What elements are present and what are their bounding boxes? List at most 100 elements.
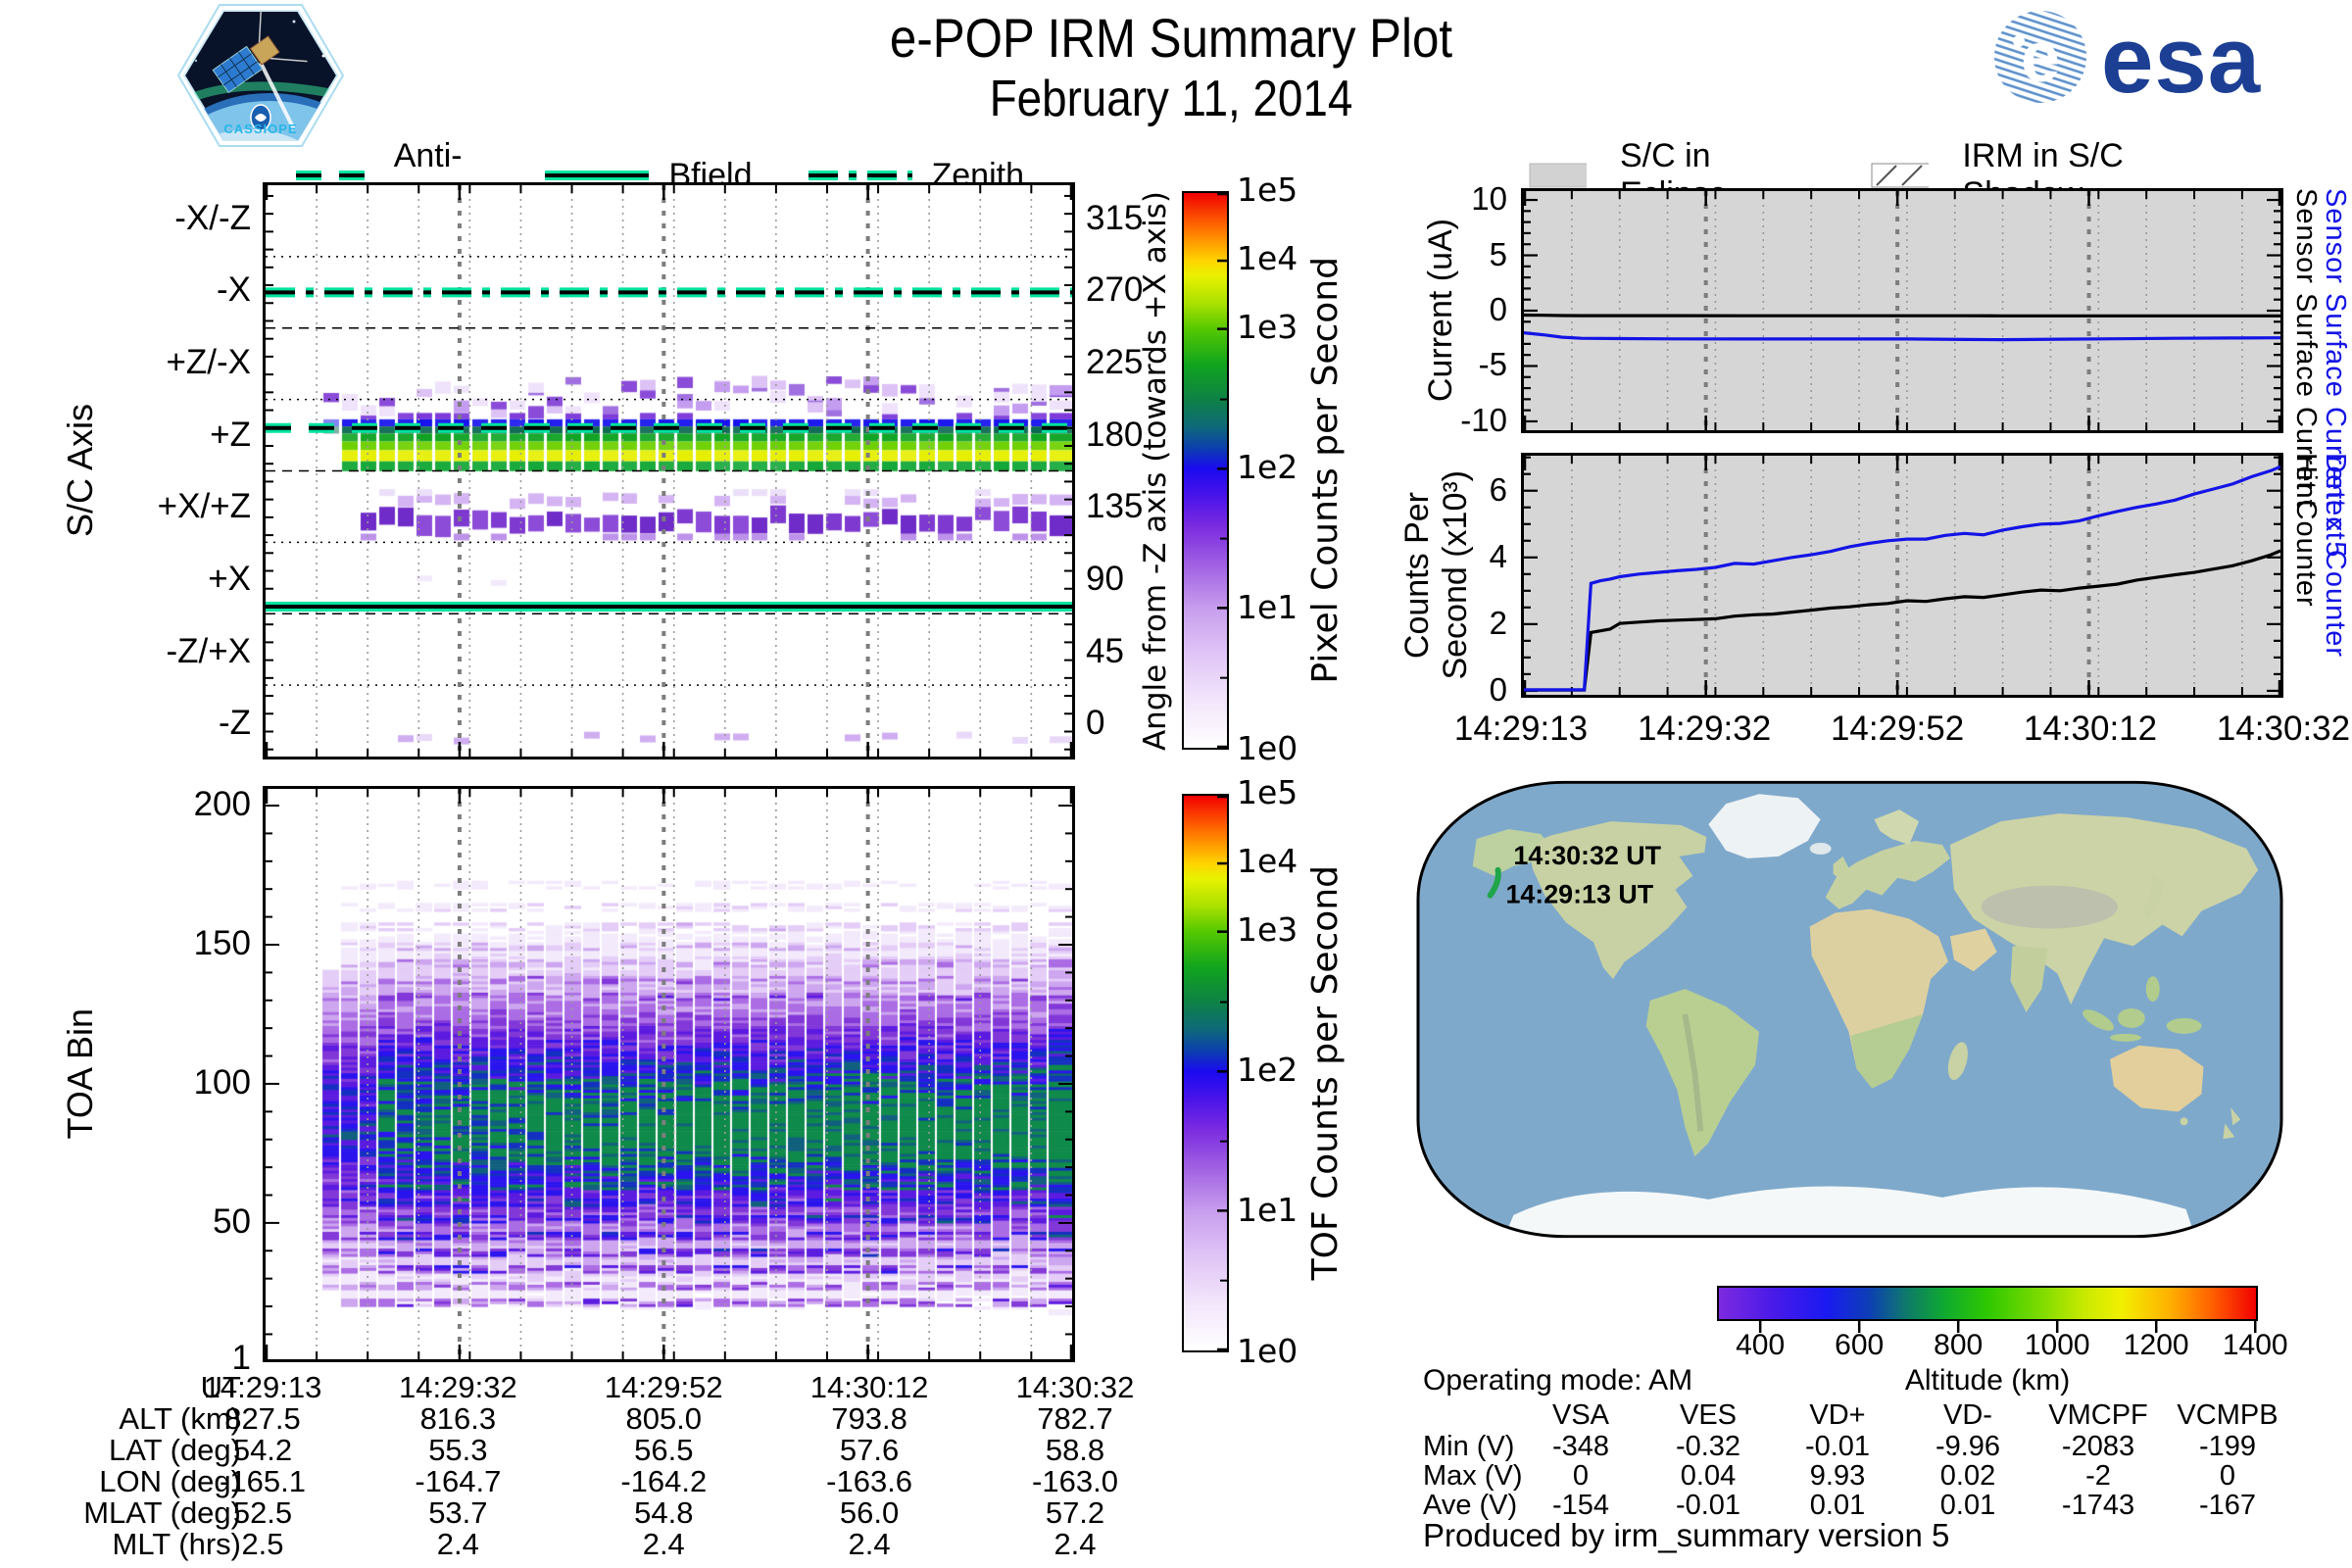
volt-col-header: VMCPF <box>2048 1399 2148 1431</box>
time-tick-label: 14:29:13 <box>1453 710 1589 748</box>
ephem-value: 54.8 <box>634 1495 694 1530</box>
sc-axis-category-label: +Z <box>210 415 251 454</box>
ephem-value: 805.0 <box>625 1401 703 1436</box>
satellite-ground-track <box>1487 866 1501 899</box>
series-hit-counter <box>1524 549 2280 692</box>
altitude-colorbar <box>1717 1286 2258 1321</box>
map-time-label-start: 14:29:13 UT <box>1505 880 1653 909</box>
colorbar-tick-label: 1e1 <box>1237 588 1298 627</box>
esa-globe-icon <box>1994 11 2086 103</box>
sensor-current-plot <box>1521 188 2283 433</box>
volt-value: 0.01 <box>1809 1490 1866 1521</box>
volt-row-label: Max (V) <box>1423 1460 1523 1492</box>
toa-tick-label: 1 <box>231 1339 251 1377</box>
alt-tick-label: 1200 <box>2123 1329 2189 1361</box>
map-frame <box>1416 780 2283 1239</box>
volt-col-header: VCMPB <box>2177 1399 2278 1431</box>
altitude-colorbar-title: Altitude (km) <box>1904 1364 2071 1396</box>
ephem-value: 58.8 <box>1045 1433 1105 1467</box>
toa-ylabel: TOA Bin <box>60 1008 100 1140</box>
ephem-value: 52.5 <box>232 1495 293 1530</box>
sc-axis-category-label: +X/+Z <box>157 487 251 526</box>
ephem-value: 57.6 <box>839 1433 900 1467</box>
alt-tick-label: 1400 <box>2222 1329 2288 1361</box>
alt-tick-label: 400 <box>1736 1329 1786 1361</box>
alt-tick-label: 800 <box>1934 1329 1984 1361</box>
sc-axis-heatmap-plot <box>263 182 1075 760</box>
volt-value: -9.96 <box>1935 1431 2001 1462</box>
produced-by-text: Produced by irm_summary version 5 <box>1423 1517 1950 1553</box>
series-sensor-surface-current <box>1524 313 2280 318</box>
volt-row-label: Min (V) <box>1423 1431 1515 1462</box>
ephem-value: 14:29:52 <box>604 1370 723 1404</box>
colorbar-tick-label: 1e3 <box>1237 909 1298 949</box>
ephem-value: 2.4 <box>848 1527 891 1561</box>
ephem-value: 2.4 <box>1054 1527 1097 1561</box>
counts-ylabel-line1: Counts Per <box>1398 491 1436 660</box>
angle-tick-label: 135 <box>1086 487 1144 526</box>
angle-tick-label: 180 <box>1086 415 1144 454</box>
page-title: e-POP IRM Summary Plot <box>889 7 1453 69</box>
sc-axis-category-label: -X/-Z <box>174 198 251 237</box>
angle-tick-label: 270 <box>1086 270 1144 310</box>
ephem-row-label: ALT (km) <box>119 1401 241 1436</box>
counter-rates-plot <box>1521 453 2283 698</box>
ephem-value: 53.7 <box>428 1495 488 1530</box>
sc-axis-category-label: -X <box>217 270 251 310</box>
toa-ylabel-wrap: TOA Bin <box>59 786 102 1362</box>
ephem-value: -163.0 <box>1032 1464 1118 1498</box>
volt-value: -167 <box>2198 1490 2257 1521</box>
colorbar-tick-label: 1e5 <box>1237 773 1298 811</box>
colorbar-tick-label: 1e2 <box>1237 1051 1298 1090</box>
y-tick-label: 5 <box>1489 235 1507 272</box>
ephem-value: 14:30:32 <box>1015 1370 1135 1404</box>
ephem-value: 782.7 <box>1037 1401 1113 1436</box>
esa-wordmark: esa <box>2101 8 2261 108</box>
colorbar-tick-label: 1e0 <box>1237 729 1298 767</box>
volt-value: -1743 <box>2061 1490 2135 1521</box>
toa-tick-label: 100 <box>193 1062 251 1102</box>
volt-value: -2 <box>2085 1460 2111 1492</box>
ephem-value: 14:29:13 <box>203 1370 322 1404</box>
volt-value: 0.04 <box>1680 1460 1737 1492</box>
patch-label: CASSIOPE <box>223 122 297 136</box>
volt-col-header: VD- <box>1943 1399 1992 1431</box>
ephem-row-label: LON (deg) <box>99 1464 241 1498</box>
sc-axis-category-label: +X <box>208 559 251 598</box>
volt-value: -2083 <box>2061 1431 2135 1462</box>
y-tick-label: 0 <box>1489 670 1507 708</box>
series-sensor-surface-current-x-5 <box>1524 331 2280 342</box>
volt-value: 9.93 <box>1809 1460 1866 1492</box>
svg-text:e: e <box>2021 19 2060 97</box>
y-tick-label: 2 <box>1489 604 1507 641</box>
alt-tick-label: 1000 <box>2024 1329 2090 1361</box>
page-title-block: e-POP IRM Summary Plot February 11, 2014 <box>826 6 1516 128</box>
toa-tick-label: 50 <box>213 1201 251 1241</box>
hatch-patch-icon <box>1871 163 1930 188</box>
time-tick-label: 14:29:32 <box>1637 710 1772 748</box>
volt-value: -0.32 <box>1675 1431 1741 1462</box>
toa-bin-heatmap-plot <box>263 786 1075 1362</box>
sc-axis-category-label: -Z/+X <box>166 631 251 670</box>
angle-tick-label: 225 <box>1086 343 1144 382</box>
sc-axis-category-label: -Z <box>218 704 251 743</box>
colorbar-tick-label: 1e0 <box>1237 1332 1298 1370</box>
angle-tick-label: 0 <box>1086 704 1105 743</box>
volt-col-header: VD+ <box>1809 1399 1866 1431</box>
volt-row-label: Ave (V) <box>1423 1490 1518 1521</box>
ephem-value: 2.5 <box>241 1527 284 1561</box>
volt-value: 0 <box>1572 1460 1590 1492</box>
angle-tick-label: 315 <box>1086 198 1144 237</box>
colorbar-tick-label: 1e5 <box>1237 171 1298 209</box>
colorbar-tick-label: 1e4 <box>1237 238 1298 277</box>
detect-counter-label: Detect Counter <box>2320 453 2351 659</box>
volt-value: -348 <box>1551 1431 1610 1462</box>
eclipse-patch-icon <box>1529 163 1587 188</box>
time-tick-label: 14:30:32 <box>2216 710 2351 748</box>
ephem-value: 827.5 <box>224 1401 301 1436</box>
sensor-surface-current-label: Sensor Surface Current <box>2290 188 2322 509</box>
volt-value: -154 <box>1551 1490 1610 1521</box>
ephem-value: 56.5 <box>634 1433 694 1467</box>
pixel-counts-colorbar <box>1182 191 1229 750</box>
